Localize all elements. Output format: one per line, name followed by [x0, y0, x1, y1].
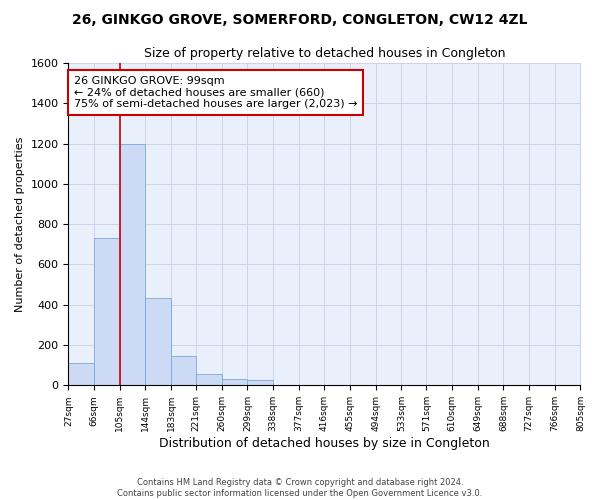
- X-axis label: Distribution of detached houses by size in Congleton: Distribution of detached houses by size …: [159, 437, 490, 450]
- Bar: [196, 374, 222, 386]
- Bar: [222, 378, 247, 386]
- Y-axis label: Number of detached properties: Number of detached properties: [15, 136, 25, 312]
- Bar: [171, 356, 196, 386]
- Text: 26, GINKGO GROVE, SOMERFORD, CONGLETON, CW12 4ZL: 26, GINKGO GROVE, SOMERFORD, CONGLETON, …: [72, 12, 528, 26]
- Text: 26 GINKGO GROVE: 99sqm
← 24% of detached houses are smaller (660)
75% of semi-de: 26 GINKGO GROVE: 99sqm ← 24% of detached…: [74, 76, 357, 109]
- Bar: [145, 298, 171, 386]
- Bar: [247, 380, 273, 386]
- Bar: [68, 363, 94, 386]
- Title: Size of property relative to detached houses in Congleton: Size of property relative to detached ho…: [144, 48, 505, 60]
- Bar: [120, 144, 145, 386]
- Bar: [94, 238, 120, 386]
- Text: Contains HM Land Registry data © Crown copyright and database right 2024.
Contai: Contains HM Land Registry data © Crown c…: [118, 478, 482, 498]
